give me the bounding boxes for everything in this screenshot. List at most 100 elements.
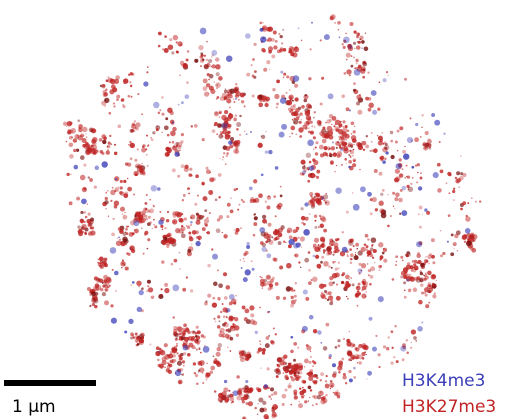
speckle [310,351,311,352]
speckle [416,241,422,247]
speckle [368,274,370,276]
speckle [159,109,161,111]
speckle [133,220,139,226]
speckle [202,382,204,384]
speckle [262,219,267,224]
speckle [104,288,108,292]
speckle [288,108,292,112]
speckle [262,351,265,354]
speckle [177,175,180,178]
speckle [129,81,131,83]
speckle [303,290,308,295]
speckle [208,190,213,195]
speckle [262,287,263,288]
speckle [458,186,460,188]
speckle [246,73,250,77]
speckle [431,113,435,117]
speckle [329,241,334,246]
speckle [361,293,366,298]
speckle [158,45,161,48]
speckle [336,283,338,285]
speckle [448,173,451,176]
speckle [353,89,356,92]
speckle [210,89,215,94]
speckle [470,233,475,238]
speckle [137,307,142,312]
speckle [130,157,133,160]
speckle [276,102,279,105]
speckle [374,169,378,173]
speckle [420,272,423,275]
speckle [143,81,148,86]
speckle [198,347,200,349]
speckle [131,73,134,76]
speckle [414,260,417,263]
speckle [179,357,182,360]
speckle [162,228,164,230]
speckle [132,336,134,338]
speckle [416,181,418,183]
speckle [197,195,199,197]
speckle [280,195,283,198]
speckle [258,403,259,404]
speckle [307,180,310,183]
speckle [178,339,180,341]
speckle [356,286,361,291]
speckle [446,182,448,184]
speckle [223,234,227,238]
speckle [114,201,119,206]
speckle [204,209,207,212]
speckle [333,282,335,284]
speckle [391,347,393,349]
speckle [270,286,273,289]
speckle [349,248,352,251]
speckle [275,215,277,217]
speckle [286,75,289,78]
speckle [214,122,218,126]
speckle [304,217,308,221]
speckle [349,279,350,280]
speckle [184,217,187,220]
speckle [265,103,269,107]
speckle [80,175,86,181]
speckle [283,372,284,373]
speckle [141,210,146,215]
speckle [364,244,366,246]
speckle [250,64,252,66]
speckle [425,304,429,308]
speckle [262,215,266,219]
speckle [94,185,97,188]
speckle [127,253,130,256]
speckle [153,206,155,208]
speckle [129,141,132,144]
speckle [293,75,300,82]
speckle [205,379,207,381]
speckle [224,380,227,383]
speckle [128,319,133,324]
speckle [294,118,296,120]
speckle [174,152,179,157]
speckle [327,155,329,157]
speckle [91,291,96,296]
speckle [380,255,384,259]
speckle [294,97,298,101]
speckle [173,326,177,330]
speckle [104,98,109,103]
speckle [89,305,91,307]
speckle [289,235,293,239]
speckle [305,111,310,116]
speckle [295,108,300,113]
speckle [74,165,79,170]
speckle [170,352,173,355]
speckle [147,248,149,250]
speckle [227,337,229,339]
speckle [312,375,314,377]
speckle [399,158,402,161]
speckle [313,329,317,333]
speckle [124,242,127,245]
speckle [104,264,106,266]
speckle [135,217,138,220]
speckle [362,279,366,283]
speckle [235,83,237,85]
speckle [366,378,367,379]
